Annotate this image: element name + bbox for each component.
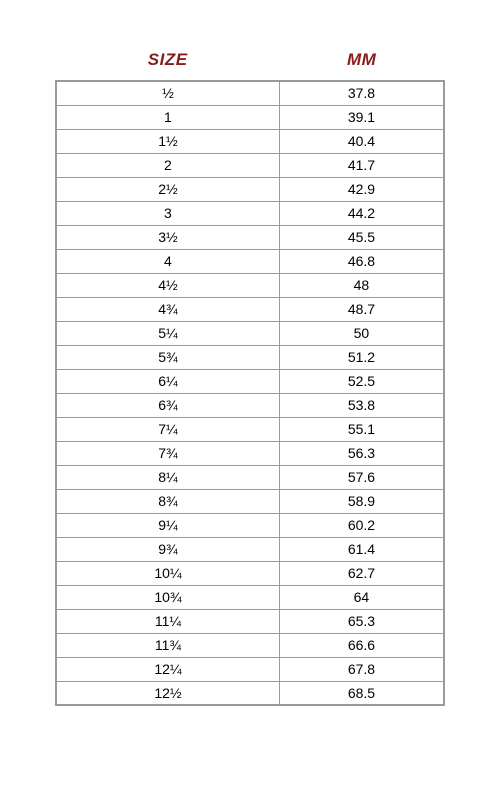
table-row: 344.2: [56, 201, 444, 225]
cell-mm: 57.6: [279, 465, 444, 489]
table-row: 12½68.5: [56, 681, 444, 705]
cell-size: 7¼: [56, 417, 279, 441]
cell-size: 5¼: [56, 321, 279, 345]
table-row: 5¼50: [56, 321, 444, 345]
table-row: 2½42.9: [56, 177, 444, 201]
cell-mm: 41.7: [279, 153, 444, 177]
cell-mm: 45.5: [279, 225, 444, 249]
cell-mm: 51.2: [279, 345, 444, 369]
cell-mm: 53.8: [279, 393, 444, 417]
cell-mm: 56.3: [279, 441, 444, 465]
table-row: 5¾51.2: [56, 345, 444, 369]
cell-size: 9¾: [56, 537, 279, 561]
cell-mm: 55.1: [279, 417, 444, 441]
cell-mm: 61.4: [279, 537, 444, 561]
table-row: 10¼62.7: [56, 561, 444, 585]
cell-size: 12¼: [56, 657, 279, 681]
cell-mm: 46.8: [279, 249, 444, 273]
table-row: 6¼52.5: [56, 369, 444, 393]
cell-size: 7¾: [56, 441, 279, 465]
table-row: 12¼67.8: [56, 657, 444, 681]
cell-size: 10¼: [56, 561, 279, 585]
table-header: SIZE MM: [56, 50, 444, 81]
cell-mm: 37.8: [279, 81, 444, 105]
cell-mm: 50: [279, 321, 444, 345]
table-row: 8¾58.9: [56, 489, 444, 513]
table-row: 4¾48.7: [56, 297, 444, 321]
cell-mm: 58.9: [279, 489, 444, 513]
table-row: 6¾53.8: [56, 393, 444, 417]
page-container: SIZE MM ½37.8139.11½40.4241.72½42.9344.2…: [0, 0, 500, 746]
table-row: 4½48: [56, 273, 444, 297]
cell-size: 6¼: [56, 369, 279, 393]
cell-size: 3: [56, 201, 279, 225]
table-row: 446.8: [56, 249, 444, 273]
table-row: 139.1: [56, 105, 444, 129]
col-header-mm: MM: [279, 50, 444, 81]
cell-size: 11¼: [56, 609, 279, 633]
table-row: 10¾64: [56, 585, 444, 609]
cell-size: 9¼: [56, 513, 279, 537]
cell-size: 2: [56, 153, 279, 177]
cell-mm: 48: [279, 273, 444, 297]
table-row: 241.7: [56, 153, 444, 177]
cell-mm: 66.6: [279, 633, 444, 657]
cell-size: 5¾: [56, 345, 279, 369]
cell-size: 6¾: [56, 393, 279, 417]
table-body: ½37.8139.11½40.4241.72½42.9344.23½45.544…: [56, 81, 444, 705]
cell-size: 8¾: [56, 489, 279, 513]
cell-size: 1½: [56, 129, 279, 153]
table-row: 3½45.5: [56, 225, 444, 249]
cell-size: 11¾: [56, 633, 279, 657]
table-row: ½37.8: [56, 81, 444, 105]
size-chart-table: SIZE MM ½37.8139.11½40.4241.72½42.9344.2…: [55, 50, 445, 706]
cell-mm: 68.5: [279, 681, 444, 705]
table-row: 11¼65.3: [56, 609, 444, 633]
cell-size: 4: [56, 249, 279, 273]
cell-size: 2½: [56, 177, 279, 201]
cell-size: 12½: [56, 681, 279, 705]
table-row: 1½40.4: [56, 129, 444, 153]
table-row: 9¾61.4: [56, 537, 444, 561]
table-row: 11¾66.6: [56, 633, 444, 657]
cell-mm: 40.4: [279, 129, 444, 153]
table-row: 9¼60.2: [56, 513, 444, 537]
cell-size: 4½: [56, 273, 279, 297]
cell-mm: 67.8: [279, 657, 444, 681]
cell-size: 1: [56, 105, 279, 129]
table-row: 7¼55.1: [56, 417, 444, 441]
table-row: 8¼57.6: [56, 465, 444, 489]
cell-size: 8¼: [56, 465, 279, 489]
table-row: 7¾56.3: [56, 441, 444, 465]
cell-size: 4¾: [56, 297, 279, 321]
cell-mm: 39.1: [279, 105, 444, 129]
cell-size: ½: [56, 81, 279, 105]
cell-mm: 48.7: [279, 297, 444, 321]
col-header-size: SIZE: [56, 50, 279, 81]
cell-mm: 44.2: [279, 201, 444, 225]
cell-mm: 60.2: [279, 513, 444, 537]
cell-mm: 42.9: [279, 177, 444, 201]
cell-mm: 62.7: [279, 561, 444, 585]
cell-size: 10¾: [56, 585, 279, 609]
cell-mm: 65.3: [279, 609, 444, 633]
cell-size: 3½: [56, 225, 279, 249]
cell-mm: 52.5: [279, 369, 444, 393]
cell-mm: 64: [279, 585, 444, 609]
